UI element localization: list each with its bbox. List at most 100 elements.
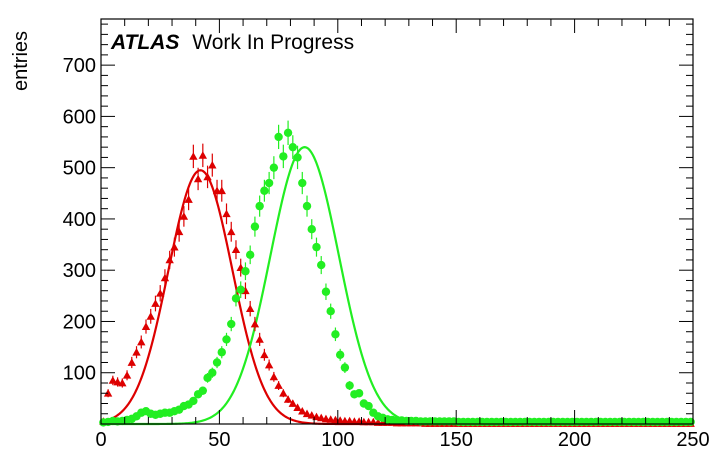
data-point [307, 224, 316, 234]
data-point [208, 160, 217, 169]
data-point [170, 242, 179, 251]
tick-labels: 0 50 100 150 200 250 100 200 300 400 500 600 700 [63, 55, 710, 451]
data-point [321, 287, 331, 296]
data-point [302, 201, 312, 211]
data-point [189, 396, 198, 406]
data-point [184, 195, 193, 203]
data-point [274, 132, 283, 142]
atlas-experiment: ATLAS [110, 31, 179, 54]
data-point [288, 399, 298, 407]
atlas-status: Work In Progress [192, 31, 354, 54]
data-point [298, 406, 307, 415]
y-tick-label: 200 [63, 311, 96, 333]
data-point [245, 250, 255, 260]
data-point [212, 358, 222, 367]
data-point [189, 152, 198, 160]
data-point [156, 289, 165, 297]
data-point [317, 413, 326, 422]
y-tick-label: 500 [63, 158, 96, 180]
x-tick-label: 50 [208, 429, 230, 451]
data-point [227, 319, 236, 329]
data-point [217, 348, 226, 357]
data-point [312, 242, 321, 252]
data-point [236, 285, 245, 294]
fit-curve [100, 169, 693, 426]
data-point [293, 403, 302, 411]
atlas-label: ATLAS Work In Progress [110, 31, 354, 54]
data-point [245, 304, 255, 313]
data-point [231, 294, 241, 303]
data-point [227, 227, 236, 236]
data-point [364, 401, 373, 411]
data-point [345, 381, 354, 390]
data-point [326, 307, 335, 316]
data-point [340, 363, 350, 372]
data-point [250, 319, 260, 328]
y-axis-label: entries [10, 31, 32, 91]
data-point [298, 178, 307, 188]
data-point [160, 273, 170, 282]
x-tick-label: 150 [440, 429, 473, 451]
data-point [132, 348, 141, 356]
data-point [146, 312, 155, 320]
data-point [103, 389, 113, 397]
data-point [241, 267, 250, 276]
data-point [118, 378, 127, 387]
data-point [198, 151, 208, 159]
data-point [208, 368, 217, 377]
data-point [260, 350, 269, 359]
x-tick-label: 0 [95, 429, 106, 451]
data-point [198, 386, 208, 395]
data-point [283, 395, 293, 403]
data-point [255, 201, 264, 211]
y-tick-label: 400 [63, 209, 96, 231]
data-point [274, 381, 283, 389]
data-point [279, 389, 288, 397]
data-point [231, 245, 241, 254]
data-point [283, 128, 293, 138]
data-point [108, 376, 118, 384]
data-point [165, 255, 174, 264]
fit-curve [101, 146, 693, 426]
x-tick-label: 100 [321, 429, 354, 451]
data-point [217, 186, 226, 195]
plot-frame [100, 18, 694, 425]
fit-curves [100, 146, 693, 426]
data-point [174, 227, 184, 236]
y-tick-label: 100 [63, 363, 96, 385]
data-point [288, 142, 298, 152]
x-tick-label: 250 [676, 429, 709, 451]
data-point [307, 411, 316, 419]
data-point [264, 178, 274, 188]
x-tick-label: 200 [558, 429, 591, 451]
data-point [122, 371, 132, 379]
data-point [264, 360, 274, 369]
axis-ticks [100, 19, 694, 424]
data-point [222, 335, 231, 344]
data-point [269, 163, 279, 172]
data-point [331, 330, 340, 339]
data-point [250, 222, 260, 231]
data-point [255, 335, 264, 343]
y-tick-label: 700 [63, 55, 96, 77]
data-point [127, 358, 136, 366]
data-point [269, 372, 279, 381]
data-point [317, 260, 326, 270]
data-point [141, 322, 151, 330]
data-points [99, 120, 695, 427]
data-point [113, 377, 122, 386]
data-point [279, 152, 288, 161]
data-point [203, 172, 212, 181]
data-point [302, 409, 312, 418]
data-point [335, 350, 345, 359]
y-tick-label: 600 [63, 106, 96, 128]
data-point [151, 299, 160, 307]
data-point [222, 209, 231, 218]
data-point [354, 389, 364, 398]
data-point [293, 153, 302, 162]
y-tick-label: 300 [63, 260, 96, 282]
data-point [137, 337, 146, 346]
data-point [179, 212, 189, 220]
data-point [260, 186, 269, 195]
